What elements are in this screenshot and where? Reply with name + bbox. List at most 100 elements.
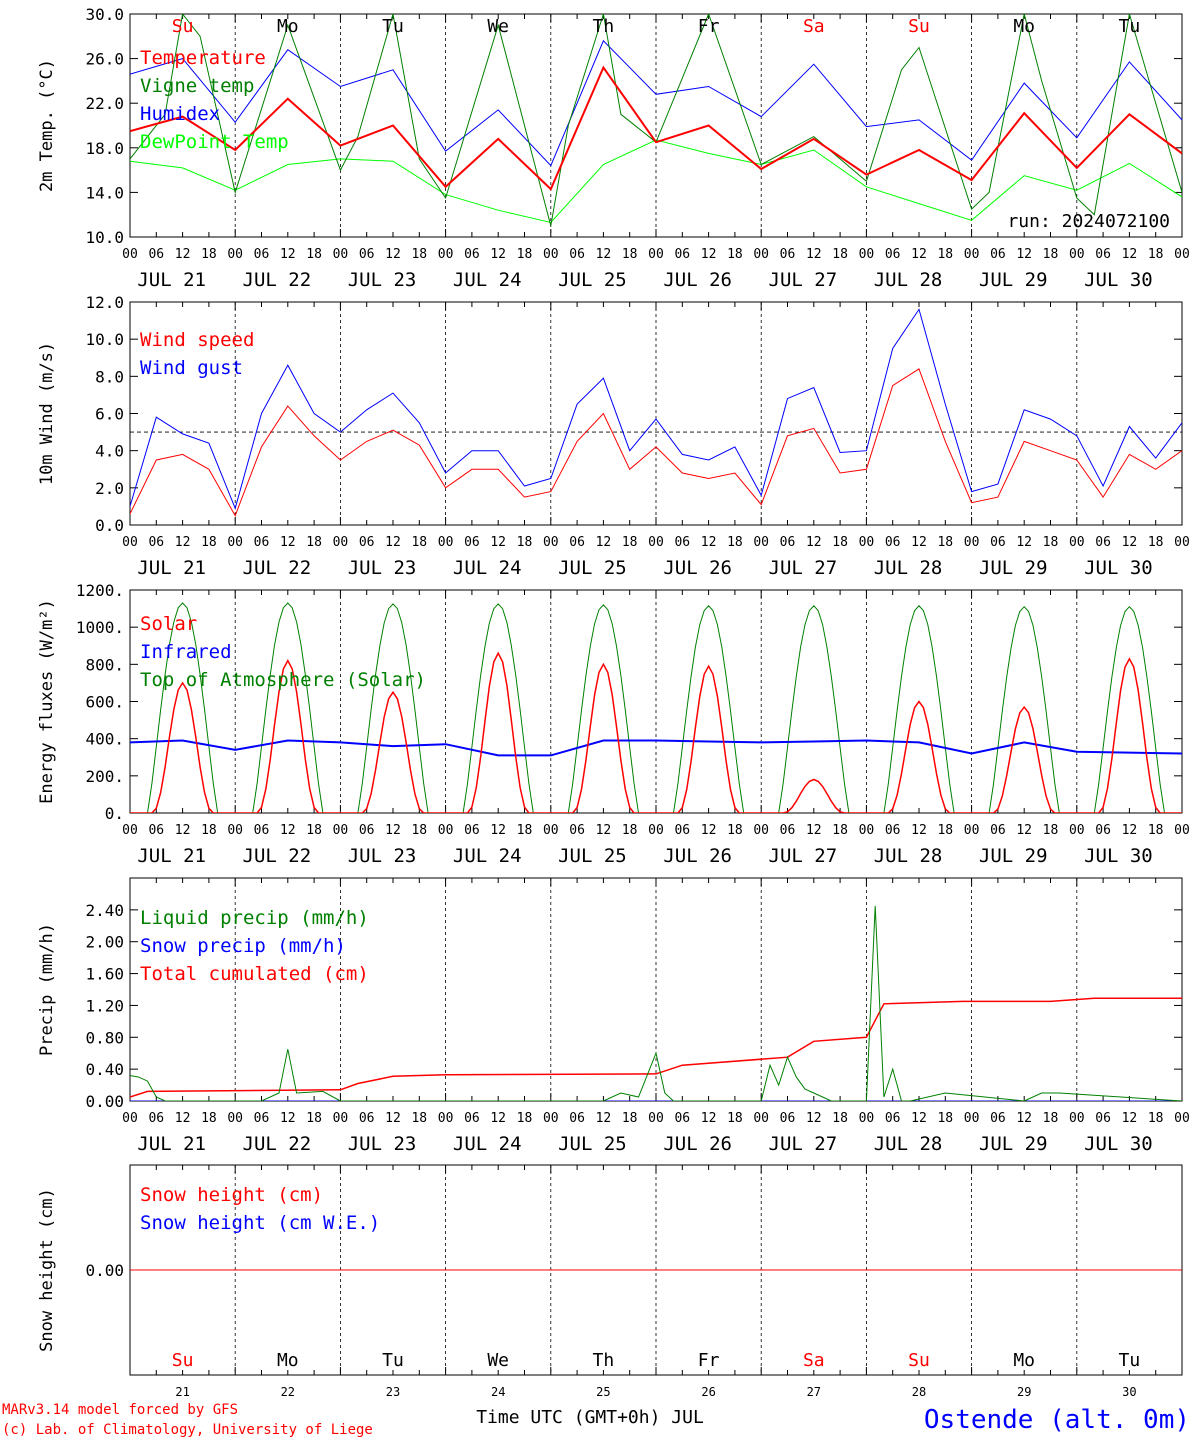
x-day-number: 22	[281, 1385, 295, 1399]
x-day-label: JUL 30	[1084, 845, 1153, 867]
x-hour-label: 00	[543, 535, 559, 550]
x-hour-label: 06	[1095, 247, 1111, 262]
model-credit: MARv3.14 model forced by GFS	[2, 1402, 238, 1418]
x-hour-label: 12	[280, 535, 296, 550]
y-axis-label: 10m Wind (m/s)	[37, 342, 57, 485]
y-tick-label: 14.0	[85, 183, 124, 202]
x-day-label: JUL 24	[453, 269, 522, 291]
series-line-wind-gust	[130, 308, 1182, 510]
x-day-label: JUL 21	[137, 845, 206, 867]
x-day-label: JUL 28	[874, 1133, 943, 1155]
series-line-temperature	[130, 65, 1182, 191]
x-hour-label: 18	[517, 535, 533, 550]
x-day-label: JUL 22	[243, 1133, 312, 1155]
legend-entry: Liquid precip (mm/h)	[140, 907, 369, 929]
x-hour-label: 18	[201, 1111, 217, 1126]
x-day-label: JUL 25	[558, 845, 627, 867]
x-hour-label: 18	[622, 535, 638, 550]
y-tick-label: 10.0	[85, 330, 124, 349]
panel-frame	[129, 13, 1183, 238]
x-hour-label: 00	[122, 535, 138, 550]
x-hour-label: 00	[964, 247, 980, 262]
x-hour-label: 12	[1122, 1111, 1138, 1126]
lab-credit: (c) Lab. of Climatology, University of L…	[2, 1422, 373, 1438]
x-hour-label: 06	[464, 535, 480, 550]
x-hour-label: 12	[490, 1111, 506, 1126]
x-hour-label: 00	[333, 535, 349, 550]
x-hour-label: 06	[359, 1111, 375, 1126]
series-line-solar	[130, 651, 1182, 813]
x-hour-label: 06	[780, 535, 796, 550]
x-hour-label: 00	[333, 247, 349, 262]
x-hour-label: 18	[517, 247, 533, 262]
weekday-label: We	[487, 16, 509, 37]
x-hour-label: 06	[885, 1111, 901, 1126]
x-hour-label: 00	[1174, 823, 1190, 838]
x-hour-label: 00	[859, 247, 875, 262]
x-hour-label: 12	[701, 823, 717, 838]
x-hour-label: 18	[201, 823, 217, 838]
legend-entry: DewPoint Temp	[140, 131, 289, 153]
panel-2	[129, 301, 1183, 526]
weekday-label: Mo	[277, 1350, 299, 1371]
weekday-label: Mo	[1013, 16, 1035, 37]
legend-entry: Solar	[140, 613, 197, 635]
x-hour-label: 06	[1095, 1111, 1111, 1126]
x-hour-label: 18	[306, 823, 322, 838]
x-hour-label: 06	[359, 247, 375, 262]
x-hour-label: 06	[780, 1111, 796, 1126]
x-hour-label: 18	[727, 823, 743, 838]
x-hour-label: 12	[280, 823, 296, 838]
x-hour-label: 06	[569, 535, 585, 550]
run-label: run: 2024072100	[1007, 211, 1170, 232]
y-tick-label: 0.00	[85, 1092, 124, 1111]
x-hour-label: 06	[254, 247, 270, 262]
x-day-number: 30	[1122, 1385, 1136, 1399]
x-hour-label: 00	[543, 247, 559, 262]
legend-entry: Wind gust	[140, 357, 243, 379]
x-hour-label: 00	[859, 823, 875, 838]
y-axis-label: Snow height (cm)	[37, 1188, 57, 1352]
series-line-liquid-precip-mm-h	[130, 905, 1182, 1101]
series-line-humidex	[130, 39, 1182, 167]
x-hour-label: 18	[306, 535, 322, 550]
x-hour-label: 06	[359, 823, 375, 838]
x-hour-label: 00	[964, 823, 980, 838]
x-hour-label: 00	[964, 535, 980, 550]
x-hour-label: 00	[438, 247, 454, 262]
x-hour-label: 18	[201, 247, 217, 262]
x-day-label: JUL 25	[558, 269, 627, 291]
weekday-label: Tu	[1119, 16, 1141, 37]
x-day-label: JUL 23	[348, 269, 417, 291]
y-tick-label: 600.	[85, 693, 124, 712]
y-tick-label: 0.0	[95, 516, 124, 535]
x-day-number: 26	[701, 1385, 715, 1399]
x-hour-label: 06	[990, 247, 1006, 262]
x-hour-label: 06	[254, 1111, 270, 1126]
x-hour-label: 12	[701, 1111, 717, 1126]
x-hour-label: 06	[674, 247, 690, 262]
series-line-wind-speed	[130, 368, 1182, 517]
x-day-label: JUL 21	[137, 1133, 206, 1155]
weekday-label: We	[487, 1350, 509, 1371]
y-tick-label: 22.0	[85, 94, 124, 113]
x-day-label: JUL 28	[874, 557, 943, 579]
y-tick-label: 0.00	[85, 1261, 124, 1280]
x-hour-label: 00	[227, 823, 243, 838]
x-hour-label: 00	[753, 1111, 769, 1126]
x-day-label: JUL 27	[769, 269, 838, 291]
x-day-number: 29	[1017, 1385, 1031, 1399]
legend-entry: Snow height (cm)	[140, 1184, 323, 1206]
x-hour-label: 18	[832, 1111, 848, 1126]
x-hour-label: 00	[438, 1111, 454, 1126]
x-hour-label: 00	[1174, 1111, 1190, 1126]
x-day-label: JUL 29	[979, 269, 1048, 291]
weekday-label: Sa	[803, 1350, 825, 1371]
x-hour-label: 00	[648, 247, 664, 262]
x-day-label: JUL 29	[979, 557, 1048, 579]
x-hour-label: 06	[885, 823, 901, 838]
weekday-label: Su	[172, 1350, 194, 1371]
x-hour-label: 12	[1122, 247, 1138, 262]
x-hour-label: 18	[1148, 823, 1164, 838]
x-hour-label: 12	[1016, 1111, 1032, 1126]
